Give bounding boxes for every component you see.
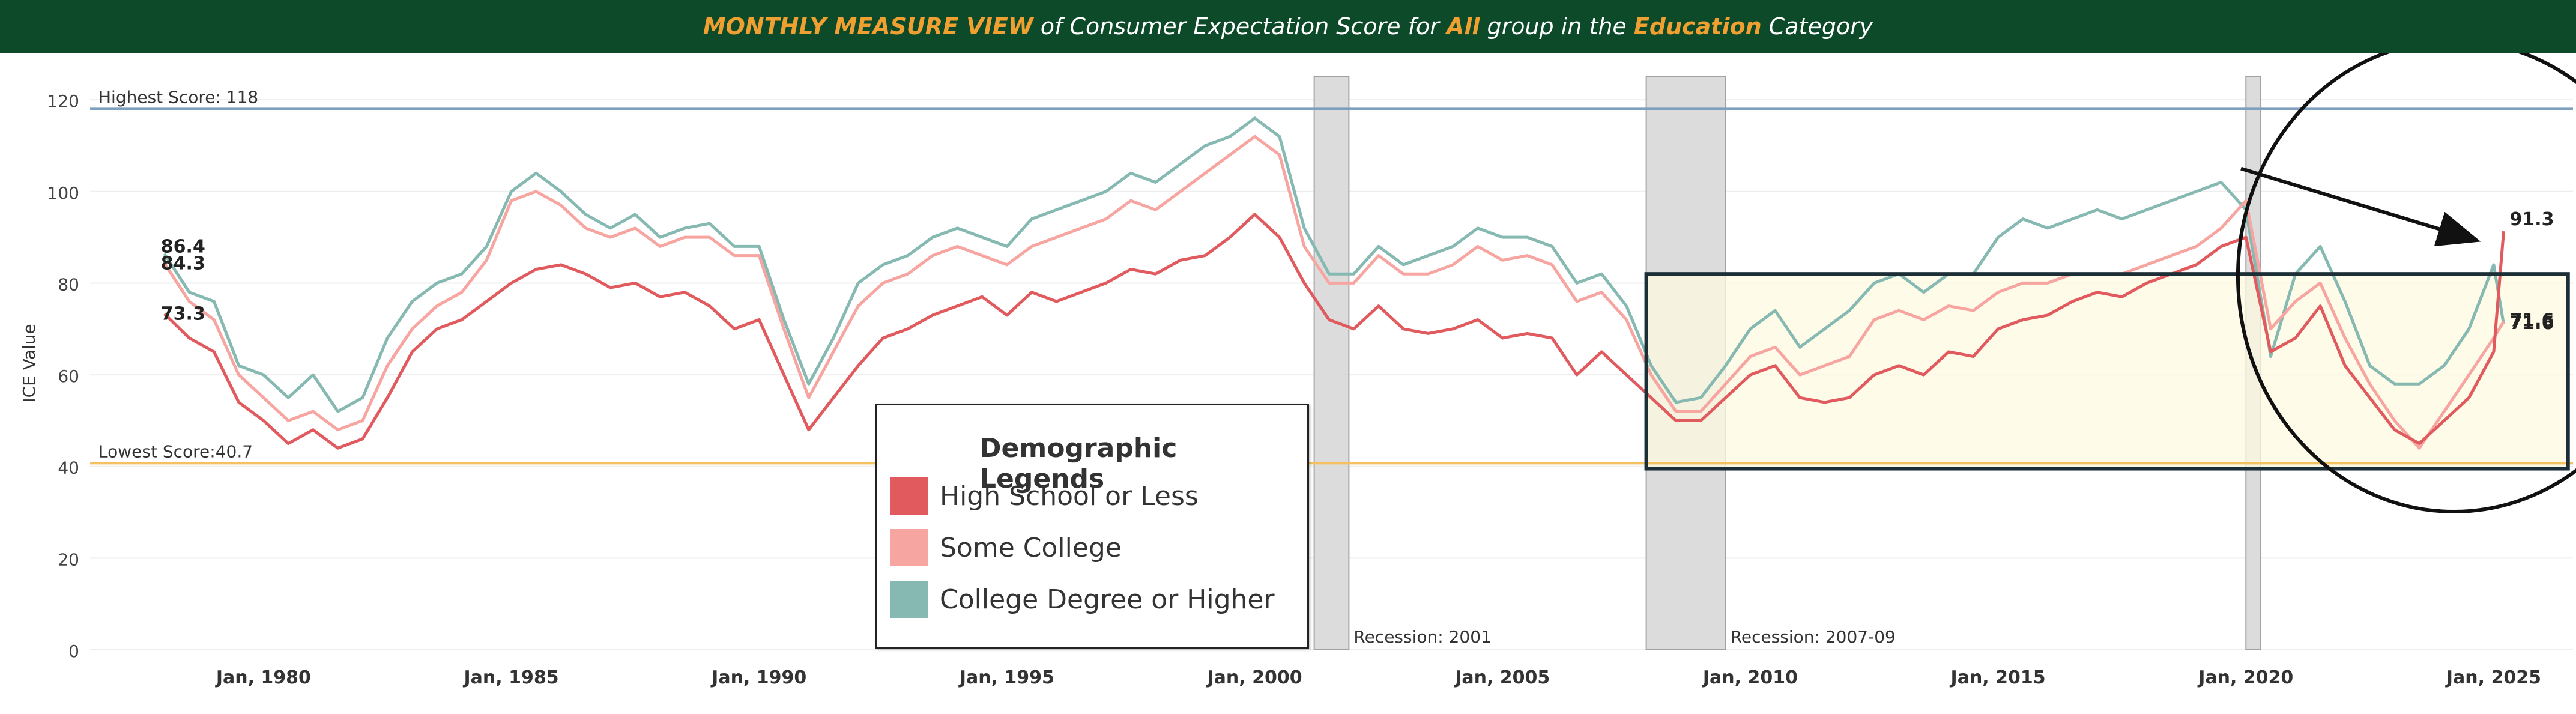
legend-swatch [890, 529, 928, 566]
recession-label: Recession: 2007-09 [1731, 627, 1896, 647]
legend-item-high-school[interactable]: High School or Less [890, 477, 1199, 515]
highest-score-label: Highest Score: 118 [98, 87, 258, 107]
legend-label: High School or Less [940, 480, 1199, 512]
y-tick-label: 80 [58, 274, 79, 294]
x-tick-label: Jan, 1995 [958, 667, 1054, 688]
x-tick-label: Jan, 1990 [710, 667, 806, 688]
recession-band [1313, 76, 1350, 650]
legend: Demographic Legends High School or Less … [875, 404, 1309, 649]
y-tick-label: 0 [68, 641, 79, 661]
x-tick-label: Jan, 2020 [2197, 667, 2293, 688]
legend-label: Some College [940, 532, 1122, 563]
highlight-box-fill [1646, 274, 2568, 469]
x-tick-label: Jan, 1985 [462, 667, 558, 688]
end-value-label: 91.3 [2509, 209, 2554, 230]
start-value-label: 73.3 [161, 304, 205, 325]
x-tick-label: Jan, 2005 [1454, 667, 1550, 688]
y-axis-label: ICE Value [19, 324, 39, 402]
highlight-box-outline [1644, 272, 2570, 471]
title-part: of Consumer Expectation Score for [1033, 13, 1447, 40]
y-tick-label: 100 [47, 183, 79, 203]
legend-swatch [890, 477, 928, 515]
series-line-college-degree-or-higher [163, 116, 2505, 413]
title-part: Category [1761, 13, 1873, 40]
y-tick-label: 60 [58, 366, 79, 386]
start-value-label: 84.3 [161, 253, 205, 274]
x-tick-label: Jan, 2000 [1206, 667, 1302, 688]
recession-label: Recession: 2001 [1353, 627, 1491, 647]
series-line-high-school-or-less [163, 213, 2505, 450]
chart-title-bar: MONTHLY MEASURE VIEW of Consumer Expecta… [0, 0, 2576, 53]
title-part: Education [1633, 13, 1762, 40]
title-part: group in the [1480, 13, 1634, 40]
end-value-label: 71.6 [2509, 313, 2554, 334]
title-part: All [1446, 13, 1480, 40]
legend-item-college-degree[interactable]: College Degree or Higher [890, 581, 1275, 618]
legend-swatch [890, 581, 928, 618]
x-tick-label: Jan, 1980 [215, 667, 311, 688]
annotation-arrow [2240, 166, 2481, 247]
y-tick-label: 40 [58, 458, 79, 478]
end-value-label: 71.6 [2509, 310, 2554, 331]
legend-item-some-college[interactable]: Some College [890, 529, 1122, 566]
y-tick-label: 120 [47, 91, 79, 111]
x-tick-label: Jan, 2015 [1950, 667, 2046, 688]
x-tick-label: Jan, 2025 [2445, 667, 2541, 688]
line-chart: 0 20 40 60 80 100 120 Recession: 2001 Recession:… [19, 53, 2576, 688]
lowest-score-label: Lowest Score:40.7 [98, 441, 253, 461]
legend-title: Demographic Legends [979, 433, 1178, 494]
x-tick-label: Jan, 2010 [1702, 667, 1798, 688]
legend-label: College Degree or Higher [940, 584, 1275, 615]
highlight-ellipse [2236, 53, 2576, 513]
y-tick-label: 20 [58, 549, 79, 569]
title-part: MONTHLY MEASURE VIEW [703, 13, 1033, 40]
start-value-label: 86.4 [161, 237, 205, 258]
